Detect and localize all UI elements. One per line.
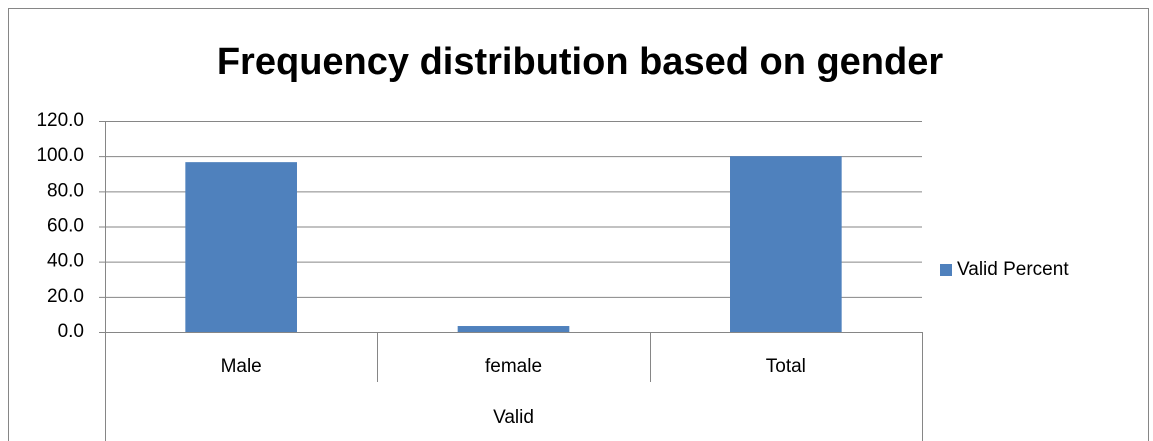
y-tick-label: 120.0 xyxy=(36,110,84,131)
legend-swatch xyxy=(940,264,952,276)
x-tick-label: Male xyxy=(221,356,262,377)
legend-label: Valid Percent xyxy=(957,259,1069,280)
chart-title: Frequency distribution based on gender xyxy=(217,41,944,83)
y-tick-label: 20.0 xyxy=(47,286,84,307)
category-group-label: Valid xyxy=(493,407,534,428)
y-tick-label: 40.0 xyxy=(47,251,84,272)
bar xyxy=(457,326,570,332)
y-tick-label: 0.0 xyxy=(58,321,84,342)
y-tick-label: 80.0 xyxy=(47,180,84,201)
bar xyxy=(185,162,297,332)
bar xyxy=(730,156,842,332)
x-tick-label: Total xyxy=(766,356,806,377)
x-tick-label: female xyxy=(485,356,542,377)
y-tick-label: 60.0 xyxy=(47,216,84,237)
y-tick-label: 100.0 xyxy=(36,145,84,166)
